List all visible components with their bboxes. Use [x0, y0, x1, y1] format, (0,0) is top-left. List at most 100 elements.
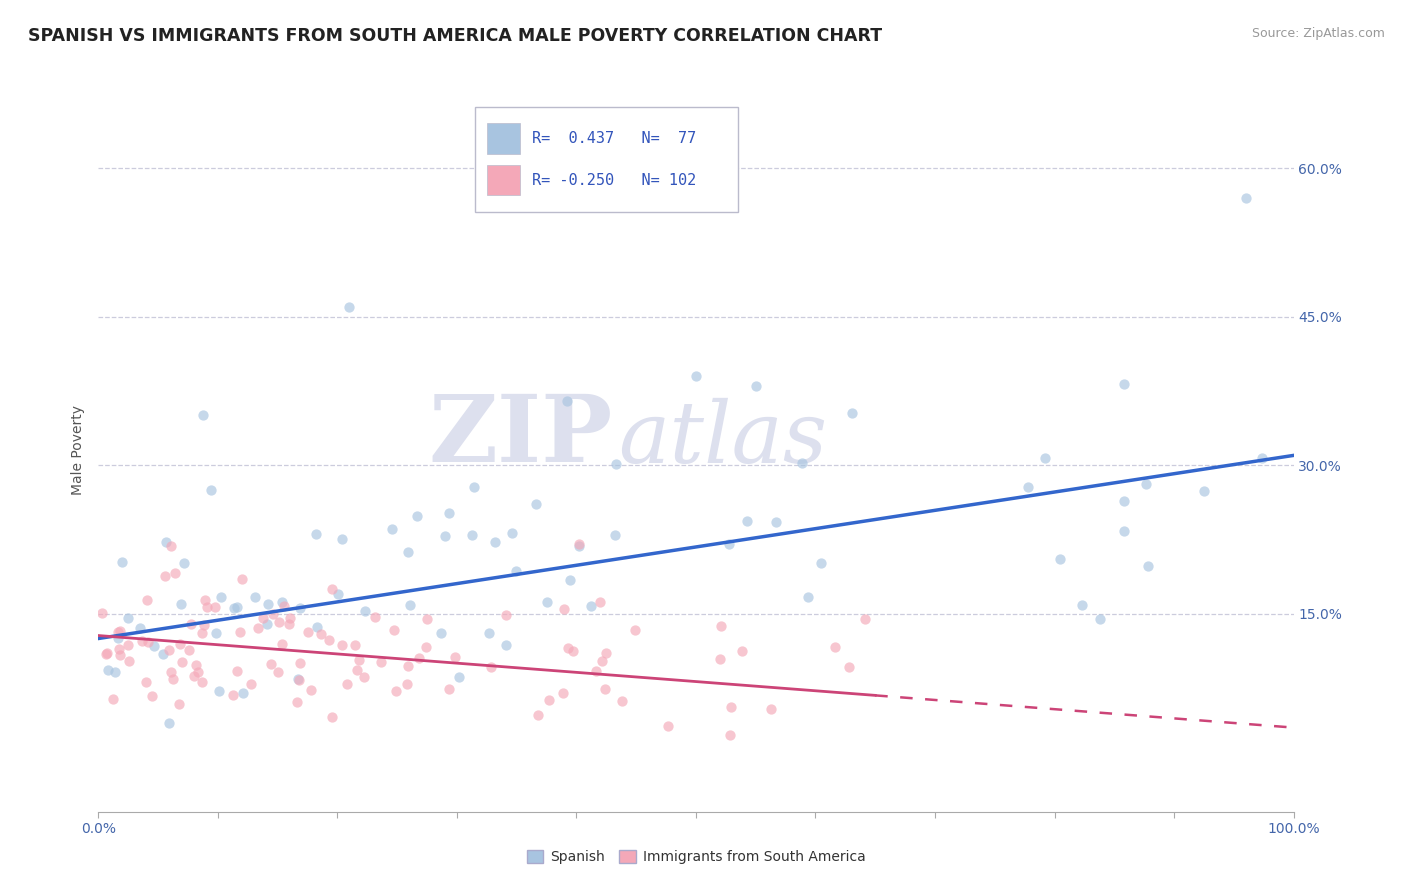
Point — [591, 654, 613, 668]
Point — [810, 556, 832, 570]
Point — [1137, 558, 1160, 573]
Point — [332, 639, 354, 653]
Point — [107, 632, 129, 646]
Point — [1135, 477, 1157, 491]
Point — [479, 659, 502, 673]
Point — [395, 677, 418, 691]
Point — [824, 640, 846, 654]
Point — [111, 555, 134, 569]
Point — [553, 602, 575, 616]
Point — [231, 572, 253, 586]
Point — [167, 697, 190, 711]
Point — [415, 640, 437, 655]
Point — [710, 619, 733, 633]
Point — [204, 600, 226, 615]
Point — [299, 682, 322, 697]
FancyBboxPatch shape — [475, 107, 738, 212]
Point — [589, 595, 612, 609]
Point — [381, 522, 404, 536]
Point — [797, 590, 820, 604]
Point — [1114, 494, 1136, 508]
Point — [1234, 191, 1257, 205]
Point — [332, 532, 354, 546]
Point — [287, 673, 309, 687]
Point — [505, 564, 527, 578]
Point — [568, 539, 591, 553]
Point — [117, 638, 139, 652]
Point — [305, 527, 328, 541]
Point — [370, 655, 392, 669]
Point — [160, 665, 183, 679]
Point — [252, 611, 274, 625]
Point — [527, 707, 550, 722]
Point — [536, 595, 558, 609]
Point — [1071, 599, 1094, 613]
Point — [256, 617, 278, 632]
Point — [463, 480, 485, 494]
Point — [225, 599, 247, 614]
Point — [273, 599, 295, 614]
Point — [103, 665, 125, 679]
Point — [685, 369, 707, 384]
Point — [585, 664, 607, 678]
Text: R=  0.437   N=  77: R= 0.437 N= 77 — [533, 131, 696, 145]
Point — [232, 686, 254, 700]
Point — [209, 590, 232, 604]
Y-axis label: Male Poverty: Male Poverty — [72, 406, 86, 495]
Point — [595, 646, 617, 660]
Point — [731, 644, 754, 658]
Point — [288, 656, 311, 670]
Point — [841, 406, 863, 420]
Point — [416, 612, 439, 626]
Point — [170, 655, 193, 669]
Text: R= -0.250   N= 102: R= -0.250 N= 102 — [533, 173, 696, 187]
Point — [136, 635, 159, 649]
Point — [657, 719, 679, 733]
Point — [222, 600, 245, 615]
Point — [297, 624, 319, 639]
Point — [129, 620, 152, 634]
Point — [278, 611, 301, 625]
Point — [853, 612, 876, 626]
Point — [353, 670, 375, 684]
Point — [96, 663, 118, 677]
Point — [221, 689, 243, 703]
Point — [193, 617, 215, 632]
Point — [405, 508, 427, 523]
Point — [720, 699, 742, 714]
Point — [153, 569, 176, 583]
Text: SPANISH VS IMMIGRANTS FROM SOUTH AMERICA MALE POVERTY CORRELATION CHART: SPANISH VS IMMIGRANTS FROM SOUTH AMERICA… — [28, 27, 882, 45]
Point — [107, 642, 129, 657]
Point — [318, 633, 340, 648]
Point — [197, 599, 219, 614]
Point — [449, 669, 471, 683]
Point — [343, 639, 366, 653]
Point — [226, 664, 249, 678]
Point — [495, 608, 517, 623]
Point — [180, 617, 202, 632]
Point — [501, 526, 523, 541]
Point — [190, 674, 212, 689]
Point — [118, 654, 141, 668]
Point — [1112, 377, 1135, 392]
Point — [495, 638, 517, 652]
Point — [271, 637, 294, 651]
Point — [624, 623, 647, 637]
Point — [339, 300, 361, 314]
Point — [94, 647, 117, 661]
Point — [177, 643, 200, 657]
Point — [157, 715, 180, 730]
Point — [173, 556, 195, 570]
Point — [439, 506, 461, 520]
Point — [183, 669, 205, 683]
Point — [1114, 524, 1136, 538]
Point — [288, 673, 311, 687]
Point — [1017, 480, 1039, 494]
Point — [311, 627, 333, 641]
Point — [461, 528, 484, 542]
Point — [321, 582, 343, 596]
Text: ZIP: ZIP — [427, 391, 613, 481]
Point — [336, 677, 359, 691]
Point — [305, 620, 328, 634]
Point — [605, 527, 627, 541]
